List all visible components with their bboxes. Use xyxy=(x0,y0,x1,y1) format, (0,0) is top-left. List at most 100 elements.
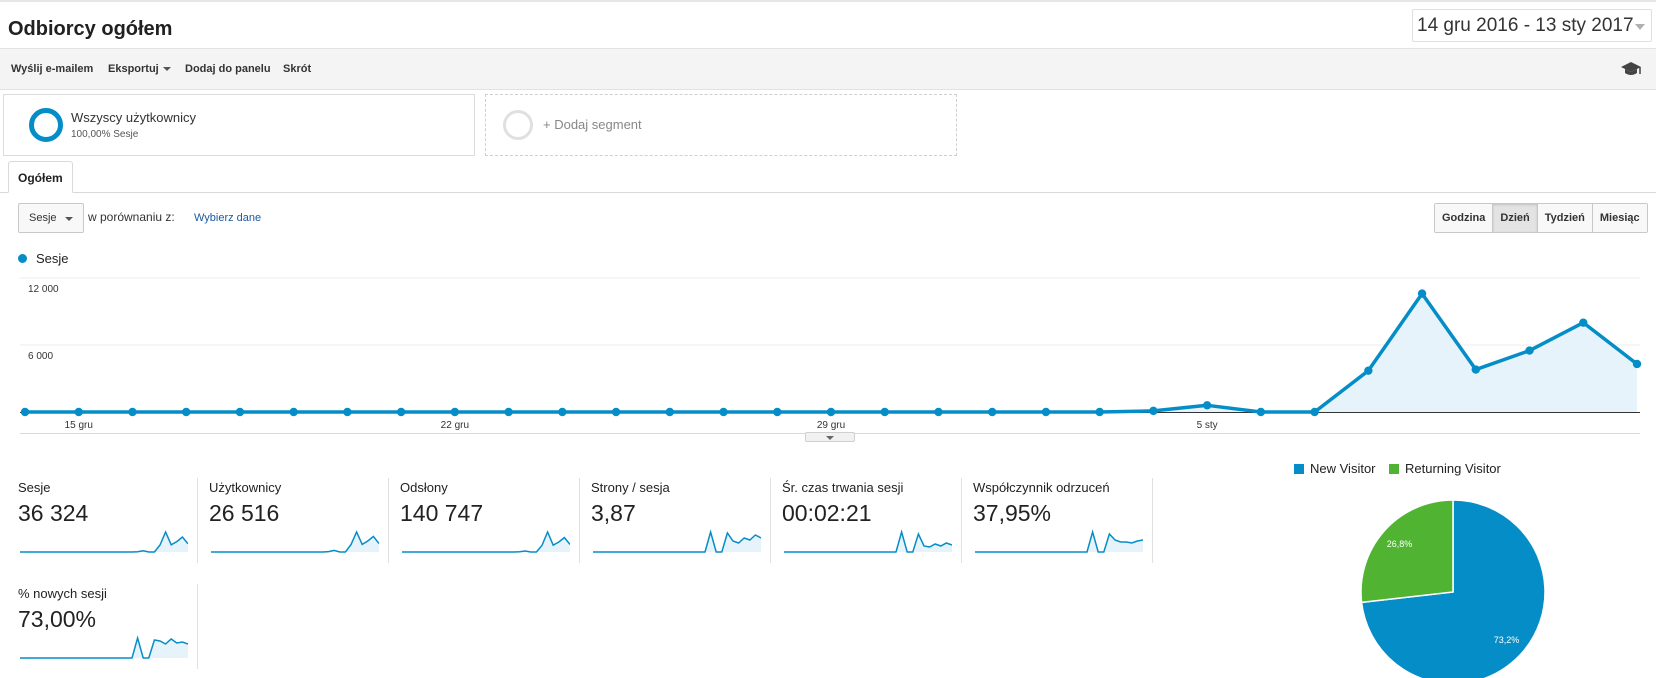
data-point[interactable] xyxy=(182,407,191,417)
data-point[interactable] xyxy=(558,407,567,417)
email-button[interactable]: Wyślij e-mailem xyxy=(11,63,94,75)
x-tick-label: 5 sty xyxy=(1197,420,1218,431)
metric-dropdown[interactable]: Sesje xyxy=(18,203,84,233)
data-point[interactable] xyxy=(343,407,352,417)
y-tick-label: 6 000 xyxy=(28,351,53,362)
data-point[interactable] xyxy=(1525,346,1534,355)
pie-legend-new: New Visitor xyxy=(1294,461,1376,476)
compare-label: w porównaniu z: xyxy=(88,210,175,224)
scorecard-value: 26 516 xyxy=(209,500,280,526)
data-point[interactable] xyxy=(826,407,836,417)
scorecard-value: 140 747 xyxy=(400,500,484,526)
data-point[interactable] xyxy=(450,407,460,417)
granularity-week-button[interactable]: Tydzień xyxy=(1537,204,1593,232)
data-point[interactable] xyxy=(934,407,943,417)
metric-scorecard[interactable]: Współczynnik odrzuceń 37,95% xyxy=(973,478,1153,563)
data-point[interactable] xyxy=(289,407,298,417)
tab-overview[interactable]: Ogółem xyxy=(8,161,73,193)
data-point[interactable] xyxy=(1364,366,1373,375)
new-visitor-swatch xyxy=(1294,463,1304,474)
sparkline-fill xyxy=(975,532,1143,552)
export-button[interactable]: Eksportuj xyxy=(108,63,171,75)
scorecard-label: Sesje xyxy=(18,480,51,495)
scorecard-label: Śr. czas trwania sesji xyxy=(782,480,904,495)
data-point[interactable] xyxy=(74,407,83,417)
chevron-down-icon xyxy=(1635,24,1645,30)
data-point[interactable] xyxy=(1417,289,1427,298)
pie-slice-label: 26,8% xyxy=(1387,539,1413,549)
data-point[interactable] xyxy=(1149,406,1158,416)
sparkline-fill xyxy=(211,532,379,552)
data-point[interactable] xyxy=(504,407,513,417)
export-label: Eksportuj xyxy=(108,63,159,75)
add-segment-button[interactable]: + Dodaj segment xyxy=(485,94,957,156)
graduation-cap-icon[interactable] xyxy=(1620,59,1642,79)
data-point[interactable] xyxy=(1256,407,1266,417)
metric-scorecard[interactable]: % nowych sesji 73,00% xyxy=(18,584,198,669)
scorecard-label: Strony / sesja xyxy=(591,480,670,495)
segment-title: Wszyscy użytkownicy xyxy=(71,110,196,125)
scorecard-label: Odsłony xyxy=(400,480,448,495)
pie-slice-returning-visitor[interactable] xyxy=(1360,499,1454,604)
add-segment-label: + Dodaj segment xyxy=(543,117,642,132)
pie-legend-returning: Returning Visitor xyxy=(1389,461,1501,476)
pie-legend-new-label: New Visitor xyxy=(1310,461,1376,476)
scorecard-label: % nowych sesji xyxy=(18,586,107,601)
date-range-label: 14 gru 2016 - 13 sty 2017 xyxy=(1417,14,1634,36)
sparkline-line xyxy=(20,530,188,553)
scorecard-label: Użytkownicy xyxy=(209,480,282,495)
data-point[interactable] xyxy=(611,407,621,417)
data-point[interactable] xyxy=(20,407,30,417)
sparkline-fill xyxy=(784,532,952,552)
metric-scorecard[interactable]: Odsłony 140 747 xyxy=(400,478,580,563)
scorecard-sparkline xyxy=(20,635,188,659)
data-point[interactable] xyxy=(1202,401,1212,410)
select-metric-link[interactable]: Wybierz dane xyxy=(194,212,262,224)
sparkline-fill xyxy=(20,638,188,658)
chevron-down-icon xyxy=(162,67,171,72)
sparkline-line xyxy=(975,529,1143,553)
metric-scorecard[interactable]: Strony / sesja 3,87 xyxy=(591,478,771,563)
y-tick-label: 12 000 xyxy=(28,284,59,295)
data-point[interactable] xyxy=(1471,365,1481,374)
add-to-dashboard-button[interactable]: Dodaj do panelu xyxy=(185,63,271,75)
data-point[interactable] xyxy=(988,407,997,417)
sparkline-line xyxy=(402,530,570,553)
data-point[interactable] xyxy=(1632,359,1642,369)
sparkline-line xyxy=(20,635,188,659)
metric-scorecard[interactable]: Śr. czas trwania sesji 00:02:21 xyxy=(782,478,962,563)
metric-scorecard[interactable]: Użytkownicy 26 516 xyxy=(209,478,389,563)
data-point[interactable] xyxy=(665,407,674,417)
date-range-picker[interactable]: 14 gru 2016 - 13 sty 2017 xyxy=(1412,9,1652,42)
granularity-day-button[interactable]: Dzień xyxy=(1493,204,1538,232)
data-point[interactable] xyxy=(128,407,137,417)
sparkline-line xyxy=(784,529,952,553)
data-point[interactable] xyxy=(1579,318,1588,327)
shortcut-button[interactable]: Skrót xyxy=(283,63,312,75)
data-point[interactable] xyxy=(880,407,889,417)
data-point[interactable] xyxy=(235,407,245,417)
data-point[interactable] xyxy=(1095,407,1104,417)
returning-visitor-swatch xyxy=(1389,463,1399,474)
data-point[interactable] xyxy=(773,407,782,417)
series-area-fill xyxy=(25,293,1637,412)
data-point[interactable] xyxy=(396,407,406,417)
scorecard-sparkline xyxy=(211,530,379,553)
granularity-hour-button[interactable]: Godzina xyxy=(1435,204,1494,232)
segment-all-users[interactable]: Wszyscy użytkownicy 100,00% Sesje xyxy=(3,94,475,156)
granularity-month-button[interactable]: Miesiąc xyxy=(1592,204,1647,232)
sessions-line-chart: 12 000 6 000 15 gru 22 gru 29 gru 5 sty xyxy=(20,277,1642,434)
series-legend-label[interactable]: Sesje xyxy=(36,251,69,266)
visitor-type-pie-chart: 73,2% 26,8% xyxy=(1360,499,1546,678)
data-point[interactable] xyxy=(1310,407,1319,417)
chart-collapse-handle[interactable] xyxy=(805,432,855,442)
scorecard-value: 73,00% xyxy=(18,606,97,632)
data-point[interactable] xyxy=(1041,407,1051,417)
scorecard-sparkline xyxy=(593,529,761,553)
data-point[interactable] xyxy=(719,407,728,417)
scorecard-value: 3,87 xyxy=(591,500,636,526)
segment-subtitle: 100,00% Sesje xyxy=(71,129,139,140)
x-tick-label: 15 gru xyxy=(65,420,93,431)
sparkline-fill xyxy=(593,532,761,552)
metric-scorecard[interactable]: Sesje 36 324 xyxy=(18,478,198,563)
